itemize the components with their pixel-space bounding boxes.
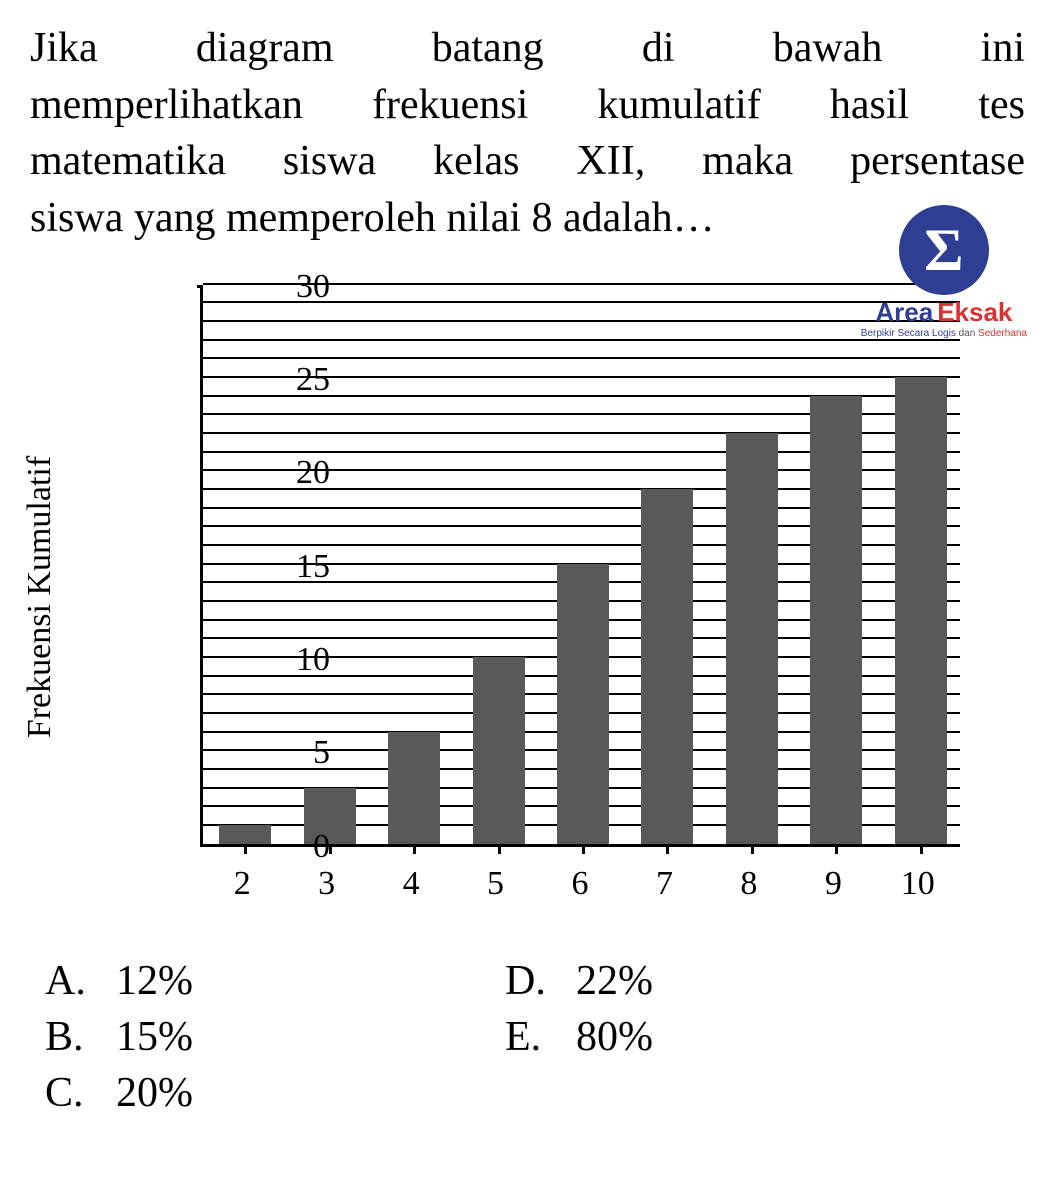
grid-line: [203, 339, 960, 341]
logo-title: Area Eksak: [875, 297, 1012, 328]
question-line-1: Jika diagram batang di bawah ini: [30, 20, 1025, 77]
x-tick-label: 3: [318, 865, 335, 903]
answer-value: 12%: [116, 957, 193, 1005]
answers-column-1: A. 12% B. 15% C. 20%: [45, 957, 505, 1117]
x-tick-label: 6: [572, 865, 589, 903]
x-tick: [835, 844, 838, 854]
y-tick-label: 0: [280, 828, 330, 866]
y-tick-label: 30: [280, 268, 330, 306]
answer-letter: C.: [45, 1069, 100, 1117]
y-tick-label: 15: [280, 548, 330, 586]
cumulative-frequency-chart: Frekuensi Kumulatif 05101520253023456789…: [90, 267, 990, 927]
answers-column-2: D. 22% E. 80%: [505, 957, 653, 1117]
answer-value: 80%: [576, 1013, 653, 1061]
logo-text-eksak: Eksak: [937, 297, 1012, 328]
x-tick: [413, 844, 416, 854]
brand-logo: Σ Area Eksak Berpikir Secara Logis dan S…: [861, 205, 1027, 339]
bar: [641, 489, 693, 844]
answer-options: A. 12% B. 15% C. 20% D. 22% E. 80%: [45, 957, 1025, 1117]
bar: [810, 396, 862, 844]
x-tick-label: 2: [234, 865, 251, 903]
question-line-2: memperlihatkan frekuensi kumulatif hasil…: [30, 77, 1025, 134]
x-tick: [920, 844, 923, 854]
y-tick-label: 5: [280, 734, 330, 772]
logo-tagline: Berpikir Secara Logis dan Sederhana: [861, 328, 1027, 339]
answer-value: 22%: [576, 957, 653, 1005]
bar: [726, 433, 778, 844]
answer-value: 15%: [116, 1013, 193, 1061]
x-tick: [582, 844, 585, 854]
answer-letter: A.: [45, 957, 100, 1005]
y-axis-label: Frekuensi Kumulatif: [21, 456, 59, 738]
x-tick-label: 10: [901, 865, 935, 903]
x-tick-label: 9: [825, 865, 842, 903]
x-tick: [498, 844, 501, 854]
bar: [473, 657, 525, 844]
answer-letter: D.: [505, 957, 560, 1005]
y-tick-label: 25: [280, 361, 330, 399]
y-tick-label: 20: [280, 454, 330, 492]
answer-letter: E.: [505, 1013, 560, 1061]
x-tick: [244, 844, 247, 854]
answer-letter: B.: [45, 1013, 100, 1061]
x-tick-label: 7: [656, 865, 673, 903]
bar: [895, 377, 947, 844]
x-tick: [751, 844, 754, 854]
y-tick-label: 10: [280, 641, 330, 679]
grid-line: [203, 357, 960, 359]
answer-option[interactable]: E. 80%: [505, 1013, 653, 1061]
bar: [557, 564, 609, 844]
answer-option[interactable]: B. 15%: [45, 1013, 505, 1061]
bar: [388, 732, 440, 844]
x-tick-label: 4: [403, 865, 420, 903]
question-line-3: matematika siswa kelas XII, maka persent…: [30, 133, 1025, 190]
sigma-icon: Σ: [899, 205, 989, 295]
grid-line: [203, 320, 960, 322]
bar: [219, 825, 271, 844]
x-tick: [666, 844, 669, 854]
answer-option[interactable]: D. 22%: [505, 957, 653, 1005]
x-tick-label: 5: [487, 865, 504, 903]
answer-option[interactable]: C. 20%: [45, 1069, 505, 1117]
answer-option[interactable]: A. 12%: [45, 957, 505, 1005]
x-tick-label: 8: [740, 865, 757, 903]
sigma-symbol: Σ: [924, 216, 963, 285]
answer-value: 20%: [116, 1069, 193, 1117]
logo-text-area: Area: [875, 297, 933, 328]
